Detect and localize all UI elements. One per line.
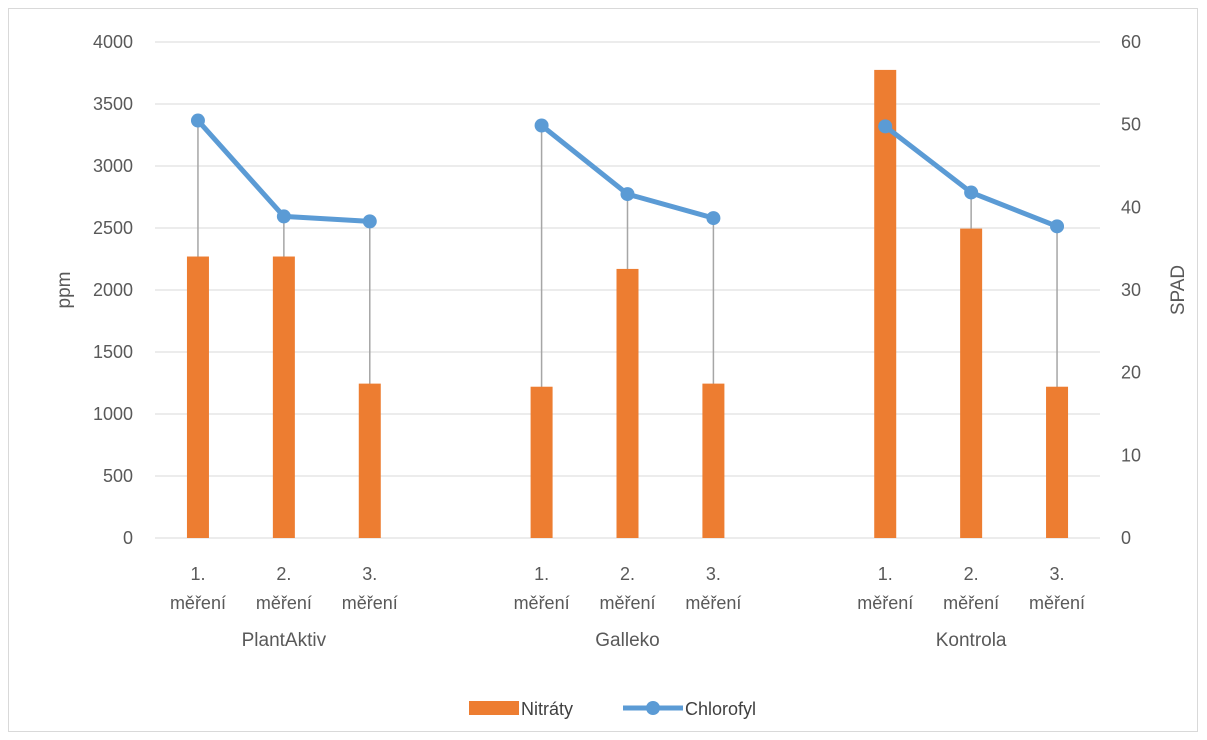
y2-tick-label: 60 — [1121, 32, 1141, 52]
bar-nitraty — [272, 256, 295, 538]
point-chlorofyl — [1050, 219, 1065, 234]
category-label-line1: 2. — [276, 564, 291, 584]
bar-nitraty — [702, 383, 725, 538]
y-tick-label: 4000 — [93, 32, 133, 52]
category-label-line2: měření — [514, 593, 570, 613]
category-label-line2: měření — [256, 593, 312, 613]
y-tick-label: 1500 — [93, 342, 133, 362]
category-label-line2: měření — [170, 593, 226, 613]
bar-nitraty — [358, 383, 381, 538]
category-label-line2: měření — [943, 593, 999, 613]
point-chlorofyl — [706, 211, 721, 226]
category-label-line2: měření — [857, 593, 913, 613]
bar-nitraty — [874, 69, 897, 539]
group-label: Galleko — [595, 630, 659, 651]
bar-nitraty — [186, 256, 209, 538]
point-chlorofyl — [620, 187, 635, 202]
category-label-line2: měření — [1029, 593, 1085, 613]
y2-tick-label: 0 — [1121, 528, 1131, 548]
bar-nitraty — [1046, 386, 1069, 538]
category-labels: 1. měření 2. měření 3. měření 1. měření 2. měření… — [170, 564, 1085, 613]
legend: Nitráty Chlorofyl — [469, 699, 756, 719]
y2-tick-label: 20 — [1121, 363, 1141, 383]
y2-tick-label: 30 — [1121, 280, 1141, 300]
point-chlorofyl — [190, 113, 205, 128]
bar-series-nitraty — [186, 69, 1069, 539]
series-line-chlorofyl — [195, 118, 373, 224]
category-label-line1: 1. — [190, 564, 205, 584]
category-label-line2: měření — [599, 593, 655, 613]
y-tick-label: 3000 — [93, 156, 133, 176]
y2-tick-label: 40 — [1121, 197, 1141, 217]
y-tick-label: 3500 — [93, 94, 133, 114]
point-chlorofyl — [878, 119, 893, 134]
category-label-line1: 1. — [534, 564, 549, 584]
y-tick-label: 2000 — [93, 280, 133, 300]
category-label-line1: 3. — [706, 564, 721, 584]
bar-nitraty — [960, 228, 983, 538]
point-chlorofyl — [964, 185, 979, 200]
legend-marker-chlorofyl — [646, 701, 660, 715]
group-label: PlantAktiv — [242, 630, 327, 651]
category-label-line1: 1. — [878, 564, 893, 584]
right-axis-ticks: 0 10 20 30 40 50 60 — [1121, 32, 1141, 548]
bar-nitraty — [616, 268, 639, 538]
y2-tick-label: 50 — [1121, 115, 1141, 135]
legend-label-nitraty: Nitráty — [521, 699, 573, 719]
y-tick-label: 2500 — [93, 218, 133, 238]
y-tick-label: 1000 — [93, 404, 133, 424]
category-label-line1: 3. — [362, 564, 377, 584]
y-axis-title: ppm — [54, 272, 75, 309]
y-tick-label: 0 — [123, 528, 133, 548]
legend-label-chlorofyl: Chlorofyl — [685, 699, 756, 719]
point-chlorofyl — [534, 118, 549, 133]
bar-nitraty — [530, 386, 553, 538]
group-label: Kontrola — [936, 630, 1007, 651]
category-label-line1: 2. — [964, 564, 979, 584]
group-labels: PlantAktiv Galleko Kontrola — [242, 630, 1007, 651]
category-label-line2: měření — [685, 593, 741, 613]
y2-tick-label: 10 — [1121, 445, 1141, 465]
point-chlorofyl — [276, 209, 291, 224]
category-label-line1: 3. — [1050, 564, 1065, 584]
category-label-line1: 2. — [620, 564, 635, 584]
y-tick-label: 500 — [103, 466, 133, 486]
left-axis-ticks: 0 500 1000 1500 2000 2500 3000 3500 4000 — [93, 32, 133, 548]
line-series-chlorofyl — [190, 113, 1065, 234]
legend-swatch-nitraty — [469, 701, 519, 715]
y2-axis-title: SPAD — [1168, 265, 1189, 315]
category-label-line2: měření — [342, 593, 398, 613]
point-chlorofyl — [362, 214, 377, 229]
